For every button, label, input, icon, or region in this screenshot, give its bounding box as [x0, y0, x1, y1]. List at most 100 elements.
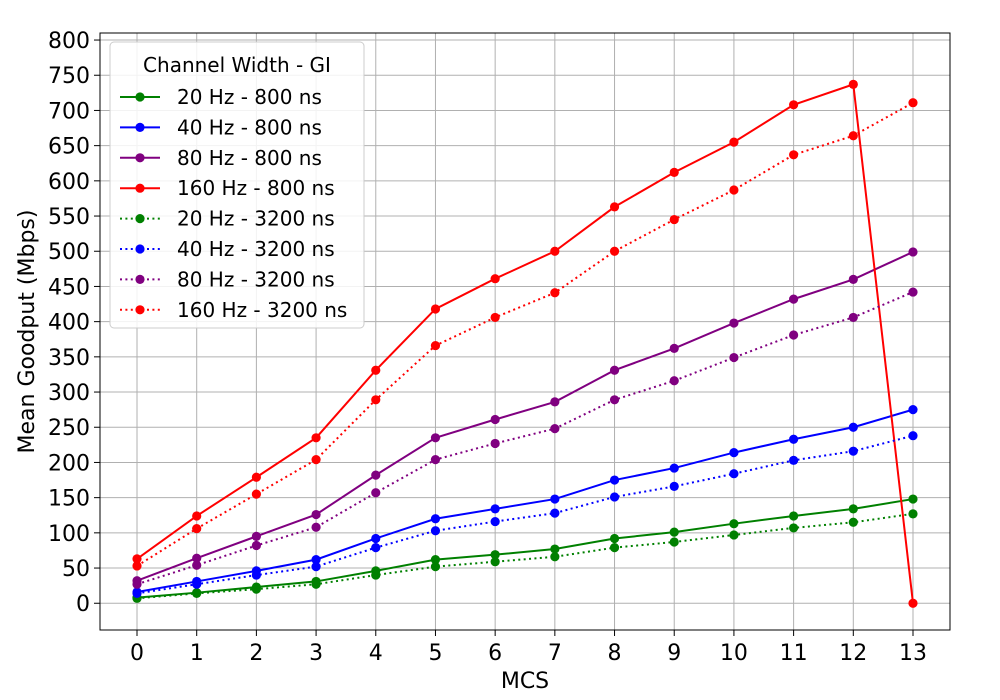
data-point: [550, 494, 560, 504]
data-point: [908, 509, 918, 519]
data-point: [311, 522, 321, 532]
data-point: [490, 274, 500, 284]
x-tick-label: 7: [548, 641, 562, 666]
data-point: [669, 537, 679, 547]
legend-title: Channel Width - GI: [143, 53, 331, 77]
data-point: [430, 514, 441, 524]
data-point: [609, 533, 620, 544]
legend-items: 20 Hz - 800 ns 40 Hz - 800 ns 80 Hz - 800 …: [120, 85, 347, 322]
data-point: [848, 422, 858, 432]
legend-item: 40 Hz - 800 ns: [120, 115, 322, 139]
y-tick-label: 750: [48, 64, 90, 89]
y-tick-label: 650: [48, 135, 90, 160]
y-tick-label: 500: [48, 240, 90, 265]
data-point: [550, 288, 560, 298]
data-point: [192, 553, 202, 563]
x-tick-label: 11: [780, 641, 808, 666]
y-tick-label: 150: [48, 487, 90, 512]
series-line: [136, 83, 914, 604]
x-tick-label: 9: [667, 641, 681, 666]
data-point: [251, 570, 261, 580]
legend-label: 80 Hz - 800 ns: [177, 146, 322, 170]
data-point: [132, 561, 142, 571]
data-point: [550, 508, 560, 518]
y-tick-label: 700: [48, 99, 90, 124]
data-point: [908, 98, 918, 108]
series-line: [136, 291, 914, 586]
y-tick-label: 800: [48, 29, 90, 54]
series-line: [136, 251, 914, 582]
y-tick-label: 550: [48, 205, 90, 230]
data-point: [490, 438, 500, 449]
data-point: [789, 511, 799, 521]
data-point: [371, 533, 381, 544]
y-axis-label: Mean Goodput (Mbps): [15, 210, 40, 454]
y-tick-label: 450: [48, 275, 90, 300]
data-point: [908, 598, 918, 608]
legend-label: 20 Hz - 800 ns: [177, 85, 322, 109]
data-point: [729, 318, 739, 328]
x-tick-label: 3: [309, 641, 323, 666]
data-point: [371, 488, 381, 498]
series-layer: [132, 79, 918, 608]
series-line: [136, 434, 914, 595]
data-point: [371, 395, 381, 405]
data-point: [192, 579, 202, 589]
data-point: [430, 554, 441, 565]
data-point: [132, 579, 142, 589]
data-point: [908, 287, 918, 297]
data-point: [789, 100, 799, 110]
data-point: [132, 588, 142, 598]
data-point: [371, 543, 381, 553]
series: [132, 287, 918, 589]
data-point: [251, 472, 261, 482]
data-point: [490, 312, 500, 323]
data-point: [192, 524, 202, 534]
legend: Channel Width - GI 20 Hz - 800 ns 40 Hz -…: [109, 41, 365, 329]
data-point: [908, 247, 918, 257]
legend-marker: [135, 122, 145, 132]
data-point: [609, 365, 620, 375]
data-point: [311, 433, 321, 443]
series: [132, 247, 918, 586]
x-tick-label: 13: [899, 641, 927, 666]
data-point: [430, 562, 441, 572]
x-axis-label: MCS: [501, 669, 549, 694]
data-point: [192, 511, 202, 521]
y-tick-label: 100: [48, 522, 90, 547]
legend-label: 160 Hz - 800 ns: [177, 176, 335, 200]
data-point: [311, 562, 321, 572]
data-point: [490, 550, 500, 560]
legend-item: 20 Hz - 800 ns: [120, 85, 322, 109]
data-point: [609, 543, 620, 553]
data-point: [311, 579, 321, 589]
data-point: [311, 554, 321, 565]
series: [132, 79, 918, 608]
legend-marker: [135, 244, 145, 254]
y-tick-label: 200: [48, 451, 90, 476]
data-point: [789, 434, 799, 444]
data-point: [669, 463, 679, 473]
x-tick-label: 8: [608, 641, 622, 666]
legend-item: 80 Hz - 800 ns: [120, 146, 322, 170]
data-point: [609, 492, 620, 502]
data-point: [490, 557, 500, 567]
y-tick-label: 250: [48, 416, 90, 441]
data-point: [729, 519, 739, 529]
legend-label: 20 Hz - 3200 ns: [177, 207, 335, 231]
legend-item: 20 Hz - 3200 ns: [120, 207, 335, 231]
data-point: [609, 246, 620, 256]
data-point: [729, 185, 739, 195]
data-point: [669, 527, 679, 537]
y-tick-label: 400: [48, 311, 90, 336]
data-point: [609, 475, 620, 485]
data-point: [848, 131, 858, 141]
legend-label: 40 Hz - 3200 ns: [177, 237, 335, 261]
data-point: [430, 433, 441, 443]
x-tick-label: 2: [249, 641, 263, 666]
legend-item: 160 Hz - 3200 ns: [120, 298, 347, 322]
data-point: [550, 246, 560, 256]
data-point: [550, 397, 560, 407]
data-point: [789, 455, 799, 465]
series-line: [136, 408, 914, 593]
